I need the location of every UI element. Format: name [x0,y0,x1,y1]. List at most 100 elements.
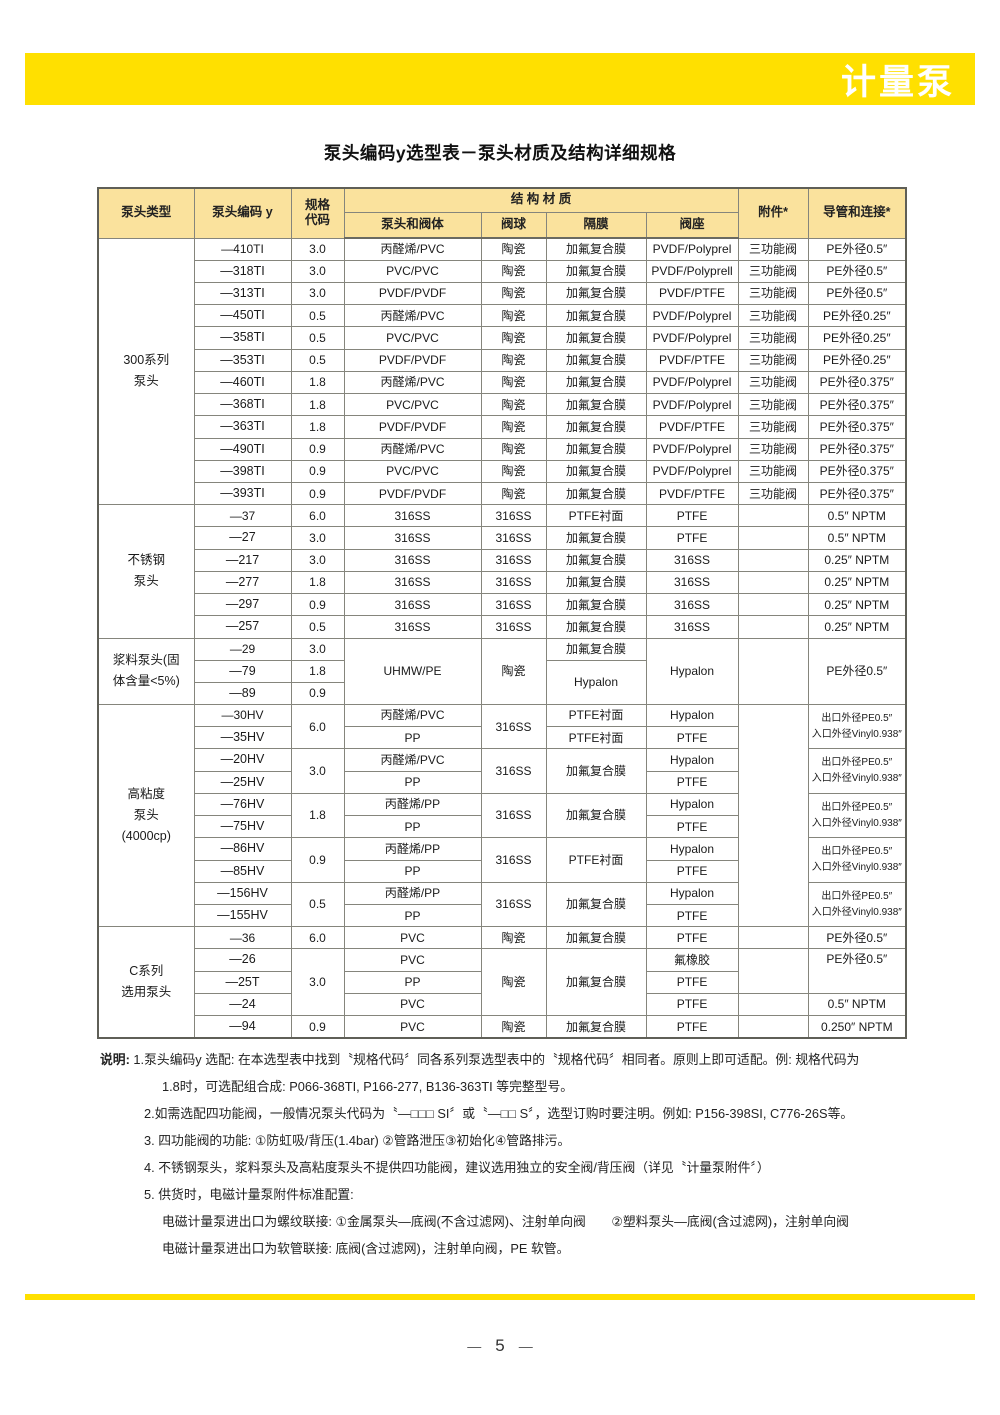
note-text: 5. 供货时，电磁计量泵附件标准配置: [144,1187,354,1202]
table-cell [737,926,809,950]
table-cell: 三功能阀 [737,415,809,439]
table-cell: 加氟复合膜 [545,548,647,572]
table-cell: PP [343,903,482,928]
table-cell: PTFE [645,926,739,950]
table-cell: PTFE [645,859,739,883]
table-cell: 陶瓷 [480,303,547,328]
table-cell: 加氟复合膜 [545,881,647,928]
table-cell: 加氟复合膜 [545,281,647,306]
table-cell: 加氟复合膜 [545,259,647,283]
table-row: —26 3.0 PVC 陶瓷 加氟复合膜 氟橡胶 PE外径0.5″ [98,948,907,1016]
table-cell: PTFE [645,526,739,550]
note-text: 1.泵头编码y 选配: 在本选型表中找到〝规格代码〞同各系列泵选型表中的〝规格代… [133,1052,860,1067]
table-row: —94 0.9 PVC 陶瓷 加氟复合膜 PTFE 0.250″ NPTM [98,1015,907,1039]
table-cell: 加氟复合膜 [545,637,647,661]
table-cell: 陶瓷 [480,259,547,283]
table-row: —20HV 3.0 丙醛烯/PVC 316SS 加氟复合膜 Hypalon 出口外径PE0.… [98,748,907,794]
table-cell: 1.8 [290,415,345,439]
table-cell: 0.5 [290,326,345,350]
table-cell: 陶瓷 [480,348,547,372]
table-cell: Hypalon [645,881,739,906]
table-cell: —30HV [193,704,292,727]
page-number: — 5 — [0,1336,1000,1356]
table-cell: 丙醛烯/PVC [343,748,482,772]
table-cell: 加氟复合膜 [545,415,647,439]
table-cell: PVC [343,992,482,1017]
table-cell: PP [343,770,482,794]
table-cell: 316SS [480,504,547,528]
table-cell: 0.25″ NPTM [807,615,907,639]
table-cell: —297 [193,592,292,617]
table-cell: PE外径0.25″ [807,348,907,372]
table-cell: PVDF/PTFE [645,348,739,372]
table-cell: —277 [193,570,292,595]
table-cell: 316SS [343,548,482,572]
table-cell: PVDF/Polyprell [645,259,739,283]
table-cell: —79 [193,659,292,683]
table-cell: —75HV [193,814,292,839]
table-cell: Hypalon [645,792,739,817]
table-row: —460TI 1.8 丙醛烯/PVC 陶瓷 加氟复合膜 PVDF/Polyprel 三功能阀… [98,370,907,395]
table-cell: 丙醛烯/PP [343,792,482,817]
table-cell: 3.0 [290,748,345,794]
table-cell: PE外径0.375″ [807,437,907,461]
note-text: 2.如需选配四功能阀，一般情况泵头代码为〝—□□□ SI〞或〝—□□ S〞，选型… [144,1106,854,1121]
table-cell: —450TI [193,303,292,328]
table-cell: 316SS [480,748,547,794]
table-cell: 加氟复合膜 [545,615,647,639]
table-cell: 0.9 [290,481,345,506]
table-cell: 三功能阀 [737,348,809,372]
table-cell: —35HV [193,725,292,750]
table-cell: 丙醛烯/PVC [343,237,482,261]
pump-spec-table: 泵头类型 泵头编码 y 规格 代码 结 构 材 质 附件* 导管和连接* 泵头和… [97,187,908,1040]
table-cell: 陶瓷 [480,459,547,484]
table-cell [737,570,809,595]
note-line: 4. 不锈钢泵头，浆料泵头及高粘度泵头不提供四功能阀，建议选用独立的安全阀/背压… [144,1154,970,1181]
table-cell [737,1015,809,1039]
table-cell: —24 [193,992,292,1017]
table-cell: 316SS [645,570,739,595]
pump-spec-table-wrap: 泵头类型 泵头编码 y 规格 代码 结 构 材 质 附件* 导管和连接* 泵头和… [97,187,908,1040]
table-cell: 出口外径PE0.5″ 入口外径Vinyl0.938″ [807,748,907,794]
page-number-value: 5 [495,1336,505,1355]
table-cell: —490TI [193,437,292,461]
col-header-structure-group: 结 构 材 质 [343,187,739,213]
table-cell: 三功能阀 [737,370,809,395]
table-cell: PVDF/PVDF [343,281,482,306]
table-cell: 0.5 [290,303,345,328]
table-cell [737,615,809,639]
table-row: —217 3.0 316SS 316SS 加氟复合膜 316SS 0.25″ NPTM [98,548,907,572]
table-row: —24 PVC PTFE 0.5″ NPTM [98,992,907,1017]
table-row: —368TI 1.8 PVC/PVC 陶瓷 加氟复合膜 PVDF/Polyprel 三功能阀… [98,392,907,417]
table-row: —25HV PP PTFE [98,770,906,794]
table-cell: 316SS [645,615,739,639]
table-cell: —313TI [193,281,292,306]
table-cell: PE外径0.5″ [807,948,907,994]
table-cell: 加氟复合膜 [545,348,647,372]
table-cell: —410TI [193,237,292,261]
table-cell: 加氟复合膜 [545,459,647,484]
table-cell: —94 [193,1015,292,1039]
table-cell: 0.5″ NPTM [807,526,907,550]
table-cell: 高粘度 泵头 (4000cp) [97,703,195,928]
table-cell: 陶瓷 [480,948,547,1016]
table-cell: PVDF/Polyprel [645,459,739,484]
table-row: 浆料泵头(固 体含量<5%) —29 3.0 UHMW/PE 陶瓷 加氟复合膜 Hypalo… [97,637,907,705]
table-cell: 316SS [343,504,482,528]
col-header-valve-ball: 阀球 [480,211,547,239]
col-header-code: 泵头编码 y [193,187,292,239]
table-cell: PVDF/Polyprel [645,303,739,328]
table-row: 不锈钢 泵头 —37 6.0 316SS 316SS PTFE衬面 PTFE 0.5″ NPT… [97,504,907,639]
table-cell: PE外径0.5″ [807,637,907,705]
table-cell: 陶瓷 [480,481,547,506]
table-cell: —358TI [193,326,292,350]
table-cell: PE外径0.5″ [807,281,907,306]
table-cell: 316SS [480,526,547,550]
table-cell: —25HV [193,770,292,794]
table-cell: PTFE [645,992,739,1017]
banner-title: 计量泵 [840,62,955,102]
note-line: 电磁计量泵进出口为螺纹联接: ①金属泵头—底阀(不含过滤网)、注射单向阀 ②塑料… [162,1208,970,1235]
table-cell: 三功能阀 [737,326,809,350]
table-cell: 三功能阀 [737,281,809,306]
table-cell: 加氟复合膜 [545,526,647,550]
